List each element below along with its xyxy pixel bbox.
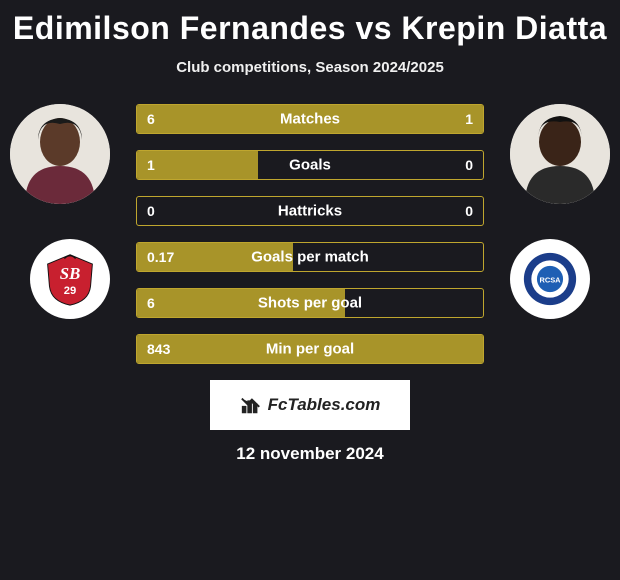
chart-icon	[240, 394, 262, 416]
stat-value-left: 6	[147, 295, 155, 311]
stat-row: 1 Goals 0	[136, 150, 484, 180]
player-left-icon	[10, 104, 110, 204]
date-text: 12 november 2024	[0, 444, 620, 464]
subtitle: Club competitions, Season 2024/2025	[0, 59, 620, 76]
stat-value-right: 1	[465, 111, 473, 127]
stat-value-left: 0	[147, 203, 155, 219]
source-logo-text: FcTables.com	[268, 395, 381, 415]
club-right-badge: RCSA	[510, 239, 590, 319]
club-right-crest-icon: RCSA	[522, 251, 578, 307]
stat-value-left: 0.17	[147, 249, 174, 265]
main-area: SB 29 RCSA 6 Matches 1 1 Goals 0 0 Hattricks 0 0.…	[0, 104, 620, 464]
stat-value-right: 0	[465, 203, 473, 219]
club-left-crest-text: SB	[60, 264, 81, 283]
stat-row: 6 Shots per goal	[136, 288, 484, 318]
stat-label: Shots per goal	[258, 295, 362, 312]
stat-label: Goals	[289, 157, 331, 174]
stat-label: Goals per match	[251, 249, 369, 266]
club-left-badge: SB 29	[30, 239, 110, 319]
stat-label: Hattricks	[278, 203, 342, 220]
stat-row: 0 Hattricks 0	[136, 196, 484, 226]
stat-label: Min per goal	[266, 341, 354, 358]
stat-value-right: 0	[465, 157, 473, 173]
stat-value-left: 6	[147, 111, 155, 127]
stat-rows: 6 Matches 1 1 Goals 0 0 Hattricks 0 0.17 Goals per…	[136, 104, 484, 364]
source-logo: FcTables.com	[210, 380, 410, 430]
page-title: Edimilson Fernandes vs Krepin Diatta	[0, 10, 620, 47]
player-left-avatar	[10, 104, 110, 204]
club-left-crest-icon: SB 29	[42, 251, 98, 307]
stat-value-left: 1	[147, 157, 155, 173]
stat-label: Matches	[280, 111, 340, 128]
stat-row: 843 Min per goal	[136, 334, 484, 364]
stat-row: 0.17 Goals per match	[136, 242, 484, 272]
bar-right	[434, 105, 483, 133]
bar-left	[137, 151, 258, 179]
stat-value-left: 843	[147, 341, 170, 357]
player-right-icon	[510, 104, 610, 204]
comparison-card: Edimilson Fernandes vs Krepin Diatta Clu…	[0, 0, 620, 464]
club-right-crest-text: RCSA	[539, 276, 561, 285]
bar-empty	[345, 289, 483, 317]
player-right-avatar	[510, 104, 610, 204]
club-left-crest-sub: 29	[64, 285, 76, 297]
stat-row: 6 Matches 1	[136, 104, 484, 134]
